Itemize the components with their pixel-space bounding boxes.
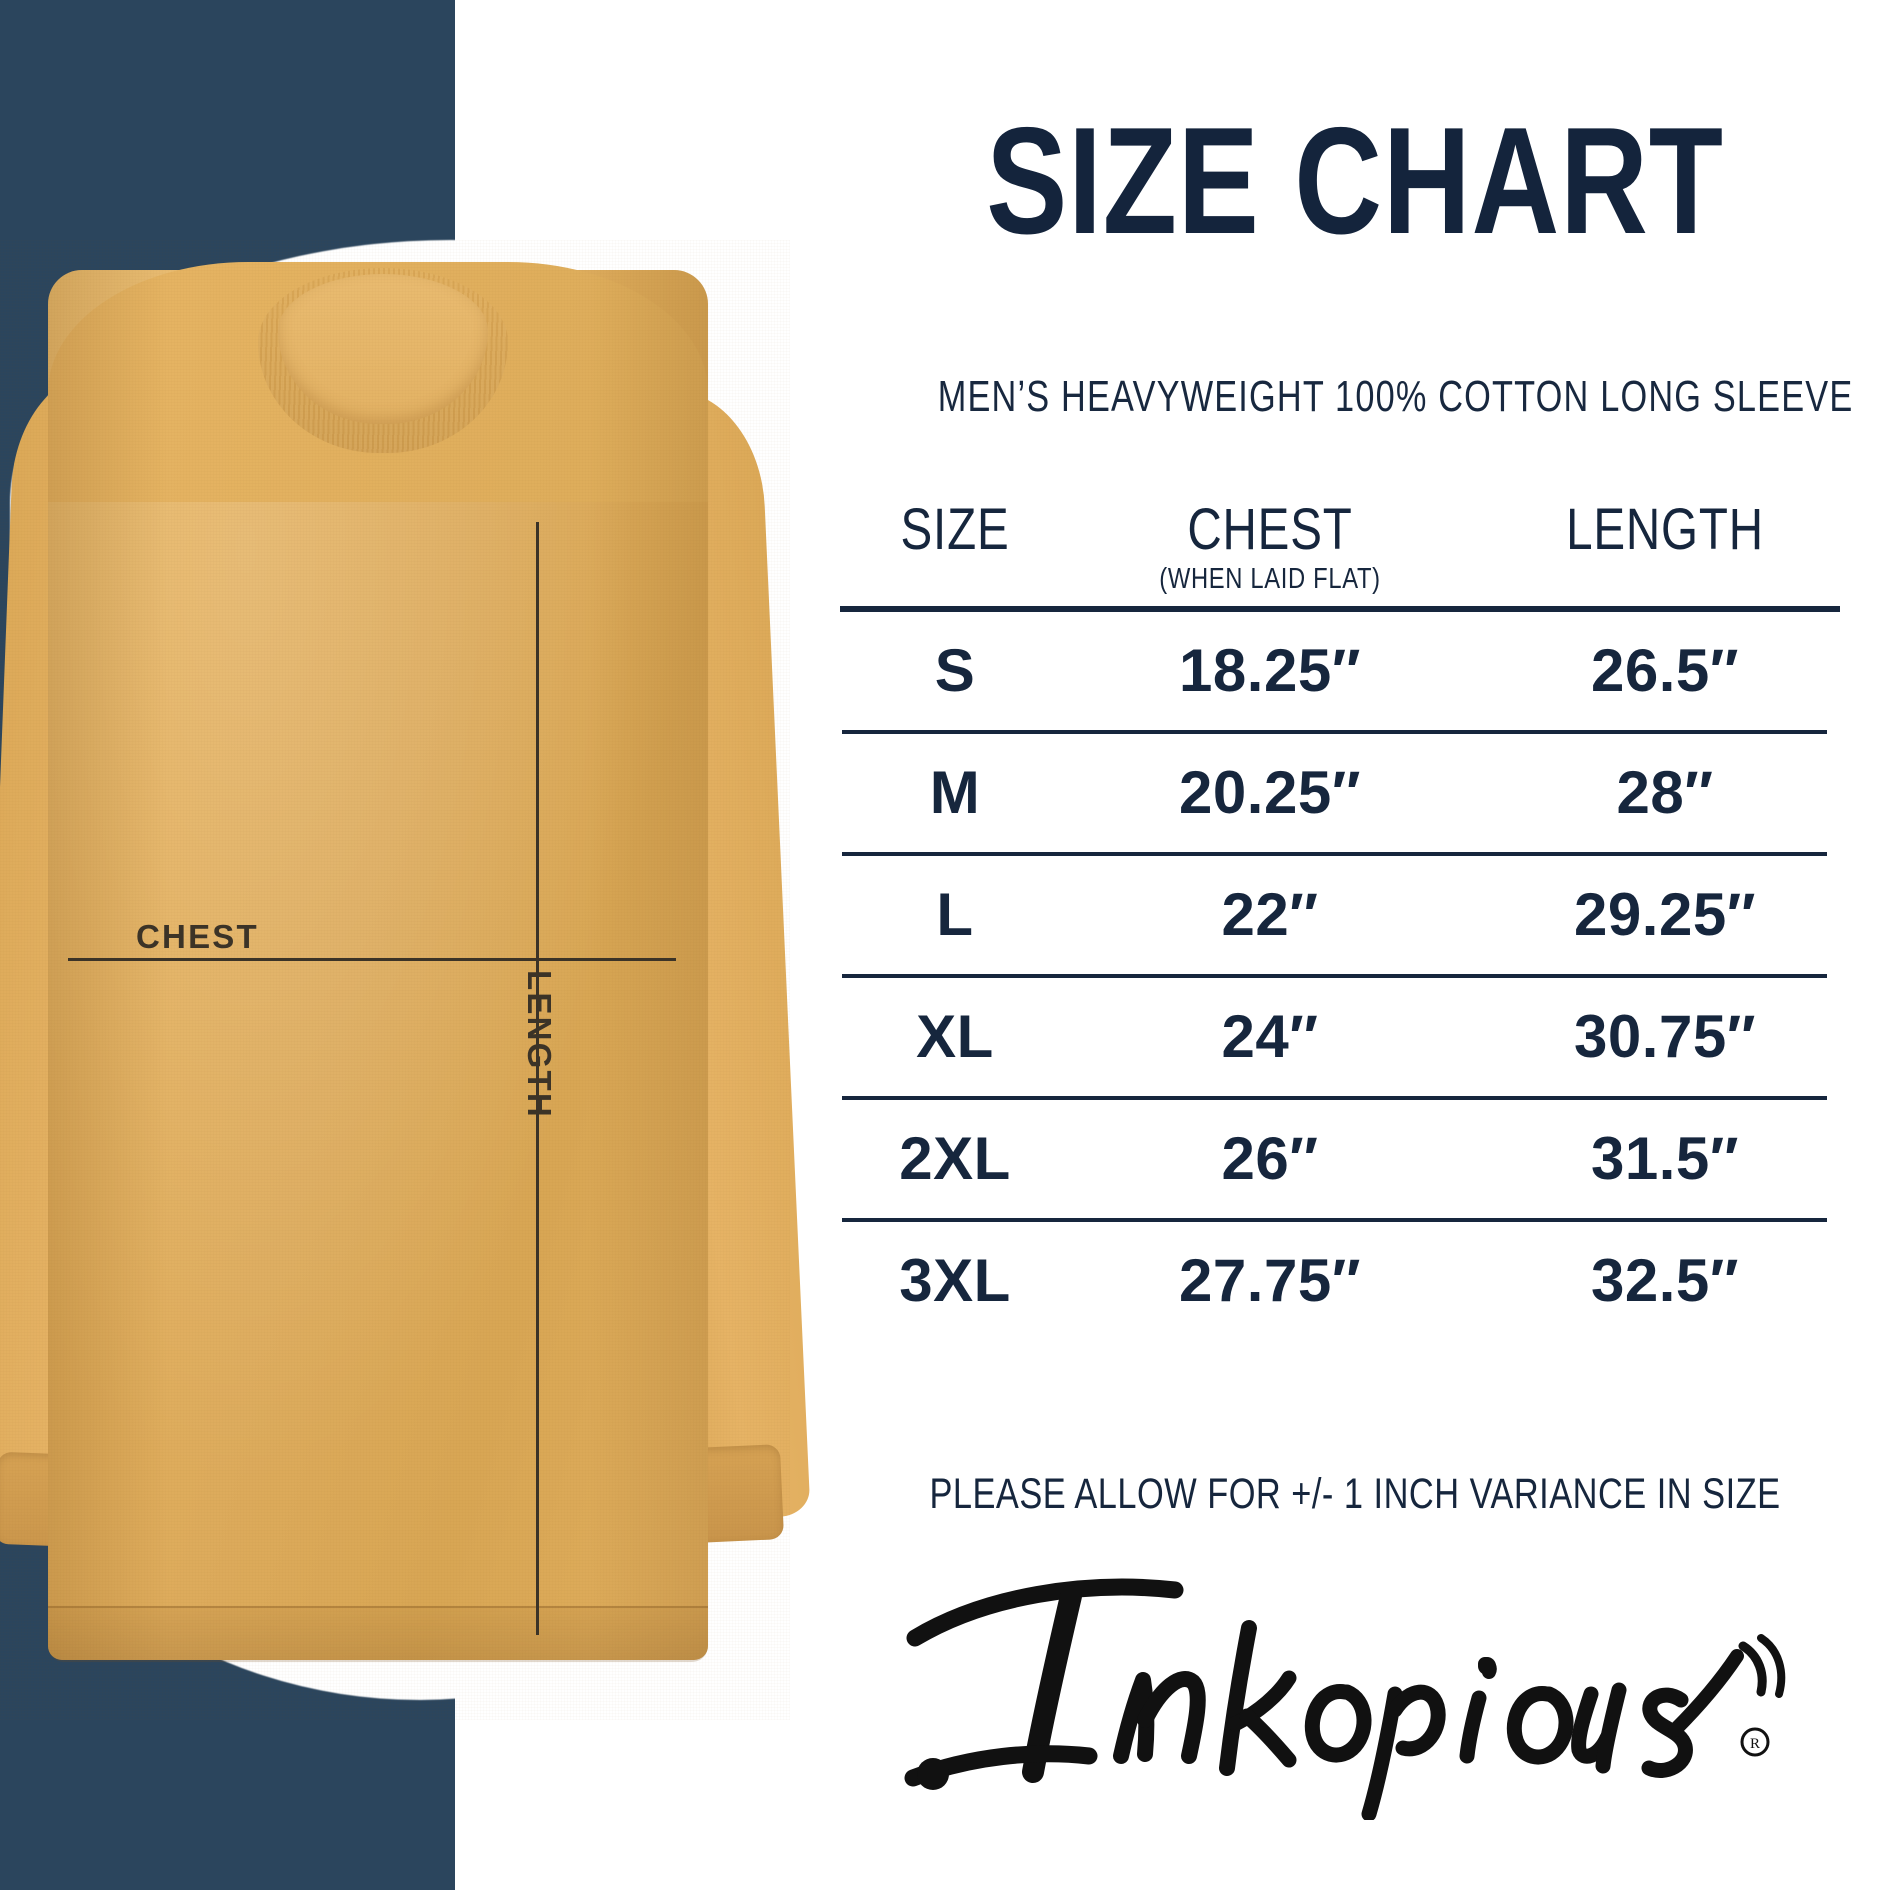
page-title: SIZE CHART [986,96,1724,266]
cell-size: L [936,881,974,949]
svg-text:R: R [1750,1736,1760,1752]
table-row-divider [842,1217,1827,1222]
cell-size: M [929,759,981,827]
table-row: 3XL 27.75″ 32.5″ [840,1222,1860,1340]
cell-length: 31.5″ [1590,1125,1740,1193]
header-sublabel-chest: (WHEN LAID FLAT) [1159,562,1381,595]
table-row-divider [842,1095,1827,1100]
shirt-neck-opening [278,274,488,424]
shirt-shadow-left [48,270,168,1660]
chest-measure-label: CHEST [136,918,259,955]
table-row-divider [842,851,1827,856]
shirt-shadow-right [588,270,708,1660]
header-cell-size: SIZE [840,497,1070,562]
cell-size: XL [916,1003,994,1071]
table-row: S 18.25″ 26.5″ [840,612,1860,730]
table-header-row: SIZE CHEST (WHEN LAID FLAT) LENGTH [840,497,1860,602]
header-cell-chest: CHEST (WHEN LAID FLAT) [1070,497,1470,596]
table-row-divider [842,729,1827,734]
page-subtitle: MEN’S HEAVYWEIGHT 100% COTTON LONG SLEEV… [937,372,1854,421]
length-measure-label: LENGTH [521,970,558,1119]
cell-chest: 27.75″ [1179,1247,1361,1315]
cell-length: 28″ [1616,759,1714,827]
cell-size: 2XL [899,1125,1011,1193]
cell-chest: 24″ [1221,1003,1319,1071]
table-row-divider [842,973,1827,978]
cell-chest: 22″ [1221,881,1319,949]
table-row: M 20.25″ 28″ [840,734,1860,852]
chest-measure-line [68,958,676,961]
header-label-chest: CHEST [1187,497,1353,562]
header-cell-length: LENGTH [1470,497,1860,562]
cell-size: S [934,637,976,705]
brand-logo: R Inkopious [875,1560,1835,1820]
cell-chest: 20.25″ [1179,759,1361,827]
garment-diagram: CHEST LENGTH [0,240,811,1720]
header-label-size: SIZE [900,497,1010,562]
cell-length: 26.5″ [1590,637,1740,705]
cell-length: 30.75″ [1574,1003,1756,1071]
shirt-hem [48,1606,708,1662]
table-row: 2XL 26″ 31.5″ [840,1100,1860,1218]
cell-length: 32.5″ [1590,1247,1740,1315]
registered-trademark-icon: R [1740,1727,1770,1757]
cell-length: 29.25″ [1574,881,1756,949]
header-label-length: LENGTH [1566,497,1764,562]
table-header-rule [840,605,1840,612]
cell-chest: 18.25″ [1179,637,1361,705]
cell-chest: 26″ [1221,1125,1319,1193]
inkopious-wordmark-icon: R [904,1578,1786,1820]
cell-size: 3XL [899,1247,1011,1315]
length-measure-line [536,522,539,1635]
table-row: L 22″ 29.25″ [840,856,1860,974]
table-row: XL 24″ 30.75″ [840,978,1860,1096]
size-table: SIZE CHEST (WHEN LAID FLAT) LENGTH S 18.… [840,497,1860,1340]
variance-note: PLEASE ALLOW FOR +/- 1 INCH VARIANCE IN … [929,1470,1781,1518]
chart-content-column: SIZE CHART MEN’S HEAVYWEIGHT 100% COTTON… [820,0,1890,1890]
